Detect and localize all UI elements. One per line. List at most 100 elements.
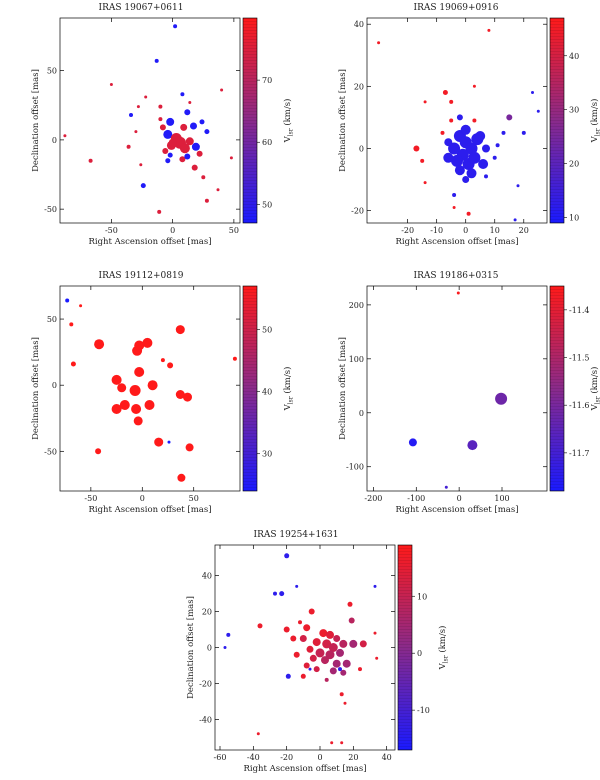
maser-spot bbox=[408, 438, 417, 447]
panel-iras-19186: IRAS 19186+0315 -200 -100 0 100 -100 0 100 200 R… bbox=[338, 271, 600, 515]
maser-spot bbox=[134, 367, 145, 377]
colorbar-label: Vlsr (km/s) bbox=[589, 99, 600, 144]
maser-spot bbox=[308, 667, 312, 671]
y-tick-label: -20 bbox=[351, 207, 364, 216]
maser-spot bbox=[482, 144, 490, 153]
plot-frame bbox=[59, 285, 241, 492]
maser-spot bbox=[117, 383, 127, 393]
maser-spot bbox=[126, 144, 131, 149]
x-tick-label: -20 bbox=[401, 226, 414, 235]
maser-spot bbox=[506, 114, 513, 121]
maser-spot bbox=[173, 24, 178, 29]
y-tick-label: -50 bbox=[44, 447, 57, 456]
maser-spot bbox=[330, 741, 334, 745]
maser-spot bbox=[184, 109, 191, 116]
colorbar-tick-label: 50 bbox=[262, 200, 272, 209]
maser-spot bbox=[180, 123, 188, 131]
colorbar-frame bbox=[242, 17, 258, 224]
maser-spot bbox=[468, 151, 481, 164]
x-tick-label: 0 bbox=[317, 753, 322, 762]
maser-spot bbox=[467, 440, 478, 451]
maser-spot bbox=[308, 608, 315, 615]
colorbar-label-units: (km/s) bbox=[282, 99, 293, 129]
maser-spot bbox=[339, 639, 348, 648]
maser-spot bbox=[144, 400, 155, 410]
maser-spot bbox=[185, 137, 194, 146]
maser-spot bbox=[495, 392, 508, 405]
maser-spot bbox=[492, 155, 497, 160]
colorbar-stripes bbox=[550, 286, 564, 491]
maser-spot bbox=[179, 143, 190, 154]
maser-spot bbox=[444, 485, 448, 489]
colorbar-label-units: (km/s) bbox=[282, 367, 293, 397]
x-tick-label: 20 bbox=[348, 753, 358, 762]
maser-spot bbox=[232, 356, 237, 361]
plot-frame bbox=[366, 285, 548, 492]
maser-spot bbox=[163, 129, 173, 139]
colorbar-label-units: (km/s) bbox=[437, 626, 448, 656]
maser-spot bbox=[309, 654, 317, 662]
colorbar-label-main: V bbox=[283, 135, 293, 143]
maser-spot bbox=[413, 145, 420, 152]
maser-spot bbox=[306, 645, 314, 653]
maser-spot bbox=[229, 156, 233, 160]
maser-spot bbox=[191, 164, 198, 171]
maser-spot bbox=[501, 130, 506, 135]
maser-spot bbox=[129, 385, 141, 396]
maser-spot bbox=[465, 142, 478, 155]
colorbar-label-main: V bbox=[590, 403, 600, 411]
maser-spot bbox=[279, 591, 285, 597]
maser-spot bbox=[442, 90, 448, 95]
maser-spots bbox=[65, 298, 237, 482]
maser-spot bbox=[328, 643, 338, 652]
colorbar-tick-label: 40 bbox=[569, 52, 579, 61]
maser-spot bbox=[340, 669, 347, 676]
maser-spot bbox=[162, 148, 169, 154]
x-tick-label: 0 bbox=[463, 226, 468, 235]
maser-spot bbox=[452, 206, 456, 209]
maser-spot bbox=[157, 209, 162, 214]
colorbar-tick-label: 40 bbox=[262, 388, 272, 397]
maser-spot bbox=[325, 650, 335, 660]
x-tick-label: -200 bbox=[364, 494, 382, 503]
y-tick-label: 0 bbox=[207, 644, 212, 653]
maser-spot bbox=[456, 114, 463, 121]
maser-spot bbox=[69, 322, 74, 327]
maser-spot bbox=[95, 448, 102, 455]
x-axis-label: Right Ascension offset [mas] bbox=[395, 237, 518, 247]
maser-spot bbox=[531, 91, 534, 94]
x-tick-label: -50 bbox=[105, 226, 118, 235]
maser-spot bbox=[326, 630, 334, 639]
maser-spot bbox=[315, 648, 325, 658]
colorbar-label-main: V bbox=[283, 403, 293, 411]
x-tick-label: 0 bbox=[457, 494, 462, 503]
maser-spot bbox=[111, 374, 122, 385]
maser-spot bbox=[342, 659, 351, 668]
maser-spot bbox=[321, 656, 329, 665]
maser-spot bbox=[165, 158, 171, 164]
maser-spot bbox=[449, 118, 454, 123]
maser-spot bbox=[298, 620, 302, 625]
x-tick-label: 0 bbox=[140, 494, 145, 503]
maser-spot bbox=[303, 624, 311, 632]
maser-spot bbox=[256, 732, 260, 736]
panel-title: IRAS 19186+0315 bbox=[414, 271, 499, 281]
maser-spot bbox=[295, 584, 299, 588]
maser-spot bbox=[144, 95, 148, 99]
x-tick-label: 100 bbox=[494, 494, 509, 503]
colorbar-tick-label: 30 bbox=[262, 450, 272, 459]
maser-spot bbox=[456, 291, 460, 295]
maser-spot bbox=[134, 130, 138, 134]
colorbar-stripes bbox=[550, 18, 564, 223]
x-axis-label: Right Ascension offset [mas] bbox=[395, 505, 518, 515]
maser-spot bbox=[131, 404, 142, 414]
maser-spot bbox=[340, 741, 344, 745]
colorbar-tick-label: 70 bbox=[262, 76, 272, 85]
maser-spot bbox=[313, 666, 320, 673]
maser-spot bbox=[312, 638, 321, 647]
colorbar-tick-label: -11.6 bbox=[569, 401, 590, 410]
maser-spot bbox=[359, 640, 367, 648]
maser-spot bbox=[283, 626, 290, 633]
y-tick-label: 40 bbox=[354, 20, 364, 29]
y-tick-label: -20 bbox=[199, 679, 212, 688]
